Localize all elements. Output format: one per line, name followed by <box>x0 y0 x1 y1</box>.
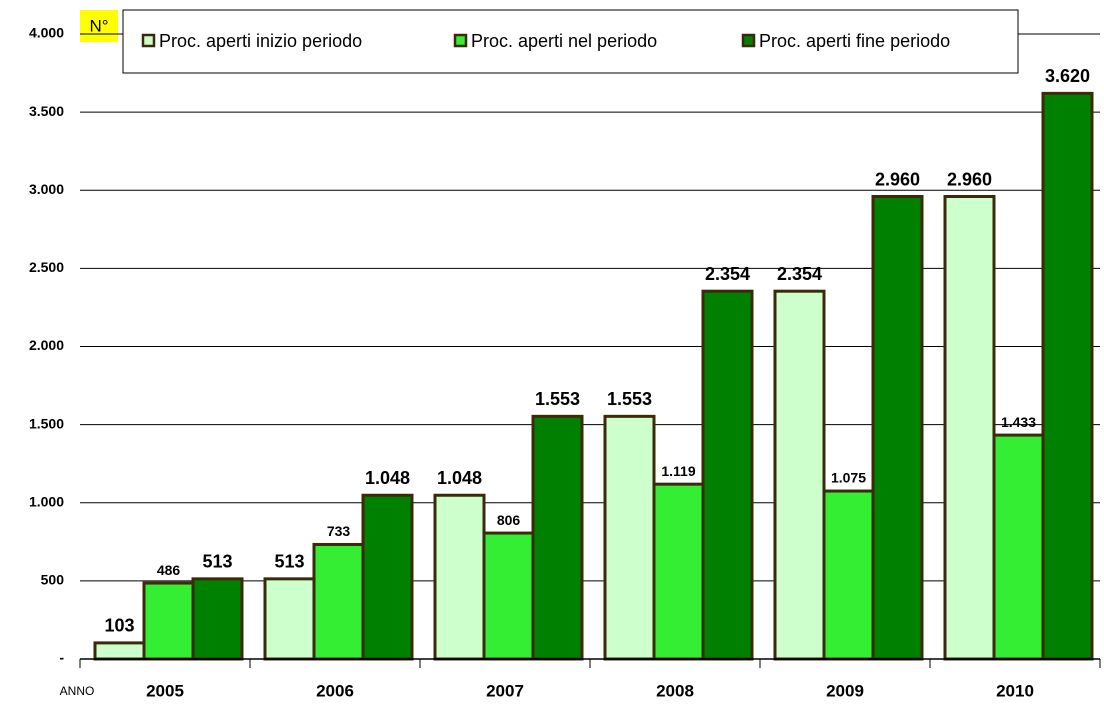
value-label: 2.354 <box>777 264 822 284</box>
value-label: 1.553 <box>607 389 652 409</box>
bar <box>822 489 875 661</box>
bar <box>482 531 535 661</box>
y-tick-label: 3.000 <box>29 181 64 197</box>
x-tick-label: 2005 <box>146 681 184 700</box>
bar <box>992 433 1045 661</box>
bar <box>773 289 826 661</box>
x-tick-label: 2010 <box>996 681 1034 700</box>
value-label: 1.553 <box>535 389 580 409</box>
y-tick-label: 3.500 <box>29 103 64 119</box>
value-label: 513 <box>202 552 232 572</box>
value-label: 2.354 <box>705 264 750 284</box>
bar <box>433 493 486 661</box>
legend-swatch <box>141 33 156 48</box>
value-label: 1.048 <box>365 468 410 488</box>
y-tick-label: 1.000 <box>29 493 64 509</box>
legend-box <box>122 9 1019 74</box>
value-label: 513 <box>274 552 304 572</box>
bar <box>263 577 316 661</box>
x-tick-label: 2007 <box>486 681 524 700</box>
legend-swatch <box>741 33 756 48</box>
bar <box>871 195 924 661</box>
bar <box>1041 91 1094 661</box>
bar <box>142 581 195 661</box>
value-label: 1.075 <box>831 470 866 486</box>
y-tick-label: 2.000 <box>29 337 64 353</box>
y-tick-label: 500 <box>41 572 65 588</box>
bar <box>531 414 584 661</box>
bar <box>603 414 656 661</box>
value-label: 2.960 <box>875 169 920 189</box>
y-tick-label: 4.000 <box>29 25 64 41</box>
bar <box>652 482 705 661</box>
x-tick-label: 2008 <box>656 681 694 700</box>
legend-label: Proc. aperti nel periodo <box>471 31 657 51</box>
x-tick-label: 2009 <box>826 681 864 700</box>
y-label-box <box>80 10 118 42</box>
value-label: 3.620 <box>1045 66 1090 86</box>
bar <box>191 577 244 661</box>
legend-label: Proc. aperti inizio periodo <box>159 31 362 51</box>
value-label: 486 <box>157 562 181 578</box>
value-label: 733 <box>327 523 351 539</box>
value-label: 2.960 <box>947 169 992 189</box>
x-tick-label: 2006 <box>316 681 354 700</box>
y-axis-label: N° <box>89 16 108 35</box>
y-tick-label: 2.500 <box>29 259 64 275</box>
bar <box>312 542 365 661</box>
y-tick-label: 1.500 <box>29 415 64 431</box>
bar <box>701 289 754 661</box>
legend-swatch <box>453 33 468 48</box>
value-label: 1.048 <box>437 468 482 488</box>
value-label: 103 <box>104 616 134 636</box>
value-label: 806 <box>497 512 521 528</box>
y-tick-label: - <box>59 650 64 666</box>
x-axis-label: ANNO <box>60 684 95 698</box>
value-label: 1.119 <box>661 463 695 479</box>
value-label: 1.433 <box>1001 414 1036 430</box>
bar <box>361 493 414 661</box>
bar <box>943 195 996 661</box>
bar <box>93 641 146 661</box>
legend-label: Proc. aperti fine periodo <box>759 31 950 51</box>
